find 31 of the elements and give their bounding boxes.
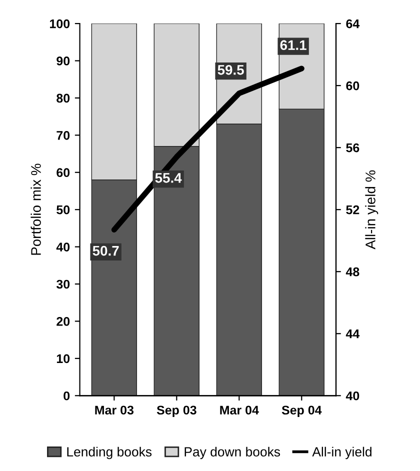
y2-tick-label: 64 <box>346 19 360 28</box>
data-label: 50.7 <box>92 246 119 256</box>
data-label: 59.5 <box>218 64 244 75</box>
legend-label: All-in yield <box>312 446 372 460</box>
y-tick-label: 70 <box>56 130 70 140</box>
data-label: 61.1 <box>280 40 306 50</box>
y-tick-label: 80 <box>56 94 70 103</box>
y-tick-label: 0 <box>64 391 70 400</box>
legend-label: Lending books <box>67 446 152 460</box>
y-tick-label: 20 <box>56 317 70 326</box>
y2-tick-label: 40 <box>346 391 360 400</box>
y-tick-label: 10 <box>56 354 70 364</box>
y-tick-label: 50 <box>56 205 70 214</box>
y-tick-label: 60 <box>56 168 70 178</box>
y-axis-title: Portfolio mix % <box>30 164 41 255</box>
legend-label: Pay down books <box>184 446 280 460</box>
y2-tick-label: 56 <box>346 143 360 152</box>
y2-axis-title: All-in yield % <box>365 170 378 250</box>
y-tick-label: 100 <box>50 19 70 28</box>
x-tick-label: Mar 03 <box>95 406 134 415</box>
y2-tick-label: 60 <box>346 81 360 90</box>
data-label: 55.4 <box>155 173 182 183</box>
y2-tick-label: 48 <box>346 267 360 276</box>
x-tick-label: Mar 04 <box>220 406 259 415</box>
y-tick-label: 40 <box>56 242 70 252</box>
y-tick-label: 90 <box>56 56 70 66</box>
y-tick-label: 30 <box>56 280 70 289</box>
x-tick-label: Sep 03 <box>156 406 196 418</box>
y2-tick-label: 44 <box>346 330 360 338</box>
y2-tick-label: 52 <box>346 205 360 214</box>
x-tick-label: Sep 04 <box>282 406 322 418</box>
